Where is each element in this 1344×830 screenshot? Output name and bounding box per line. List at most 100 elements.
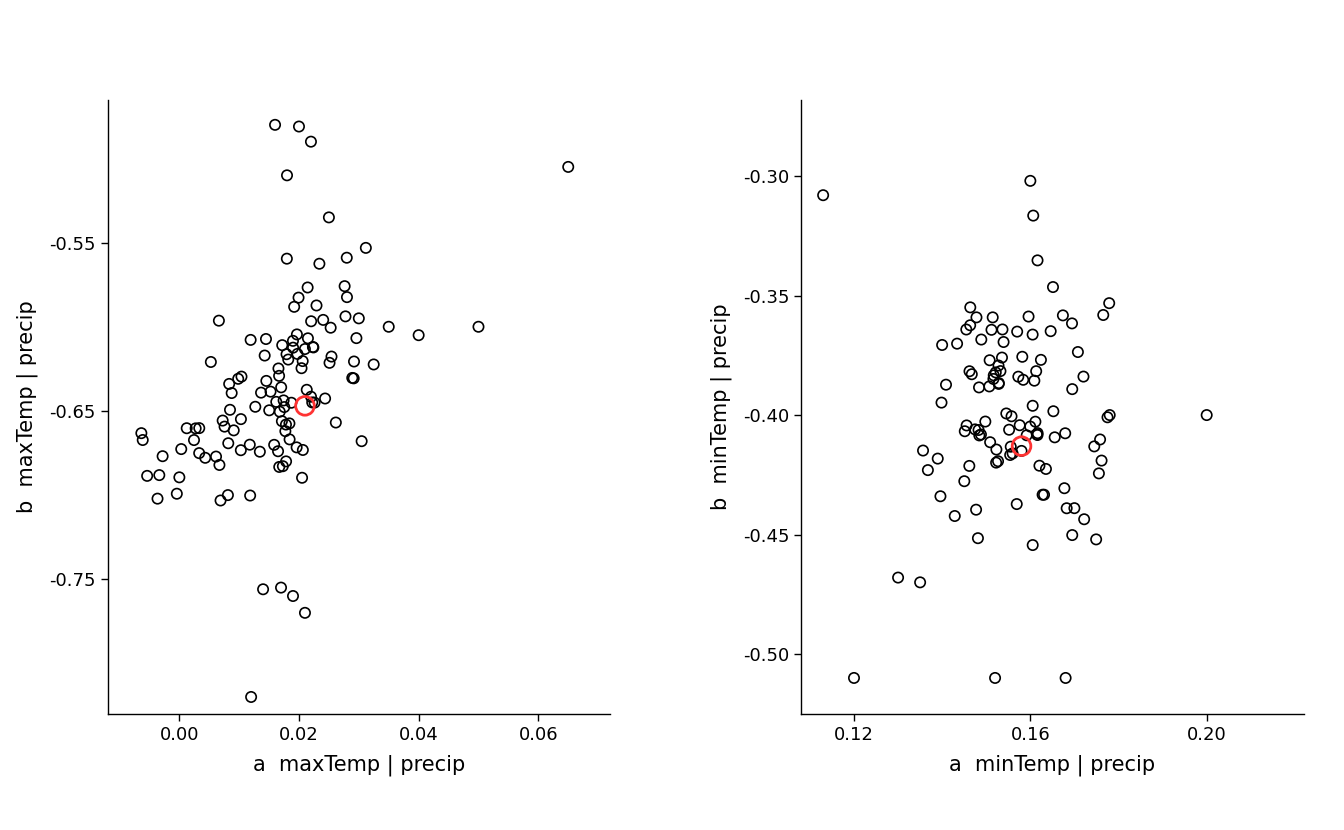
Y-axis label: b  maxTemp | precip: b maxTemp | precip <box>16 300 38 513</box>
Point <box>1083 440 1105 453</box>
Point <box>219 378 241 391</box>
Point <box>1024 415 1046 428</box>
Point <box>301 396 323 409</box>
Point <box>1001 410 1023 423</box>
Point <box>1009 418 1031 432</box>
Point <box>152 450 173 463</box>
Point <box>1012 350 1034 364</box>
Point <box>1027 254 1048 267</box>
Point <box>930 490 952 503</box>
Point <box>988 377 1009 390</box>
Point <box>284 300 305 314</box>
Point <box>176 422 198 435</box>
Point <box>273 393 294 407</box>
Point <box>1099 408 1121 422</box>
Point <box>245 400 266 413</box>
Point <box>185 422 207 435</box>
Point <box>1023 209 1044 222</box>
Point <box>294 343 316 356</box>
Point <box>985 366 1007 379</box>
Point <box>149 468 171 481</box>
Point <box>171 442 192 456</box>
Point <box>1024 374 1046 388</box>
Point <box>277 168 298 182</box>
Point <box>989 364 1011 378</box>
Point <box>168 471 190 484</box>
Point <box>253 583 274 596</box>
Point <box>1062 317 1083 330</box>
Point <box>992 351 1013 364</box>
Point <box>200 355 222 369</box>
Point <box>278 417 300 430</box>
Point <box>286 328 308 341</box>
Point <box>985 443 1007 457</box>
Point <box>1040 325 1062 338</box>
Point <box>345 331 367 344</box>
Point <box>1000 440 1021 453</box>
Point <box>239 334 261 347</box>
Point <box>258 403 280 417</box>
Point <box>1025 427 1047 441</box>
Point <box>1008 370 1030 383</box>
Point <box>982 369 1004 382</box>
Point <box>319 211 340 224</box>
Point <box>218 489 239 502</box>
Point <box>343 372 364 385</box>
Point <box>206 450 227 463</box>
Point <box>1042 281 1063 294</box>
Point <box>982 373 1004 386</box>
Point <box>271 339 293 352</box>
Point <box>321 350 343 364</box>
Point <box>167 487 188 500</box>
Point <box>946 337 968 350</box>
Point <box>982 310 1004 324</box>
Point <box>271 414 293 427</box>
Point <box>958 364 980 378</box>
Point <box>931 339 953 352</box>
Point <box>292 471 313 485</box>
Point <box>254 349 276 362</box>
Point <box>1012 374 1034 387</box>
Point <box>1073 370 1094 383</box>
Y-axis label: b  minTemp | precip: b minTemp | precip <box>710 304 731 510</box>
Point <box>183 433 204 447</box>
Point <box>468 320 489 334</box>
Point <box>943 510 965 523</box>
Point <box>931 396 953 409</box>
Point <box>1025 364 1047 378</box>
Point <box>212 414 234 427</box>
Point <box>927 452 949 466</box>
Point <box>290 362 312 375</box>
Point <box>1028 459 1050 472</box>
Point <box>968 531 989 544</box>
Point <box>968 423 989 437</box>
Point <box>309 257 331 271</box>
Point <box>1032 488 1054 501</box>
Point <box>270 581 292 594</box>
Point <box>292 443 313 457</box>
Point <box>278 432 300 446</box>
Point <box>985 456 1007 469</box>
Point <box>1054 481 1075 495</box>
Point <box>286 347 308 360</box>
Point <box>956 323 977 336</box>
Point <box>968 381 989 394</box>
Point <box>984 671 1005 685</box>
Point <box>970 427 992 441</box>
Point <box>969 429 991 442</box>
Point <box>407 329 429 342</box>
Point <box>1035 462 1056 476</box>
Point <box>1063 501 1085 515</box>
Point <box>1056 501 1078 515</box>
Point <box>1011 444 1032 457</box>
Point <box>980 436 1001 449</box>
Point <box>996 407 1017 420</box>
Point <box>913 444 934 457</box>
Point <box>1052 309 1074 322</box>
Point <box>1089 466 1110 480</box>
Point <box>335 310 356 323</box>
Point <box>302 341 324 354</box>
Point <box>978 380 1000 393</box>
Point <box>223 424 245 437</box>
Point <box>269 461 290 474</box>
